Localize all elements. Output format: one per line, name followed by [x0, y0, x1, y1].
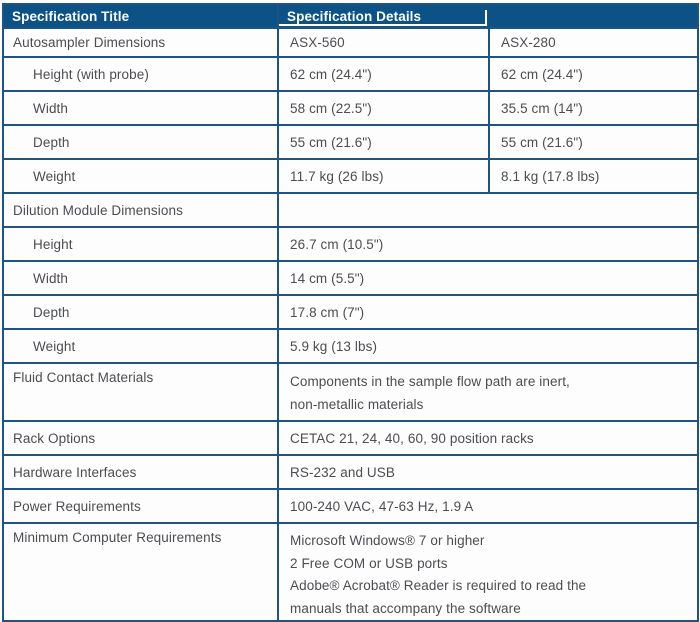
model-name-asx280: ASX-280 — [487, 27, 700, 58]
value-asx280-weight: 8.1 kg (17.8 lbs) — [487, 158, 700, 194]
value-dilution-width: 14 cm (5.5") — [276, 260, 700, 296]
value-fluid-contact-materials: Components in the sample flow path are i… — [276, 362, 700, 422]
value-dilution-depth: 17.8 cm (7") — [276, 294, 700, 330]
table-row-minimum-computer-requirements: Minimum Computer Requirements Microsoft … — [2, 522, 700, 622]
value-line: Adobe® Acrobat® Reader is required to re… — [290, 578, 587, 593]
table-row-autosampler-depth: Depth 55 cm (21.6") 55 cm (21.6") — [2, 124, 700, 160]
value-line: manuals that accompany the software — [290, 600, 521, 616]
value-line: non-metallic materials — [290, 397, 424, 412]
header-specification-details: Specification Details — [276, 3, 700, 29]
row-label-dilution-depth: Depth — [2, 294, 279, 330]
table-row-rack-options: Rack Options CETAC 21, 24, 40, 60, 90 po… — [2, 420, 700, 456]
table-row-dilution-module-dimensions: Dilution Module Dimensions — [2, 192, 700, 228]
value-line: 2 Free COM or USB ports — [290, 555, 448, 571]
value-asx280-height: 62 cm (24.4") — [487, 56, 700, 92]
section-label-dilution-module-dimensions: Dilution Module Dimensions — [2, 192, 279, 228]
row-label-rack-options: Rack Options — [2, 420, 279, 456]
value-rack-options: CETAC 21, 24, 40, 60, 90 position racks — [276, 420, 700, 456]
table-row-dilution-width: Width 14 cm (5.5") — [2, 260, 700, 296]
value-asx280-width: 35.5 cm (14") — [487, 90, 700, 126]
table-row-power-requirements: Power Requirements 100-240 VAC, 47-63 Hz… — [2, 488, 700, 524]
row-label-fluid-contact-materials: Fluid Contact Materials — [2, 362, 279, 422]
row-label-width: Width — [2, 90, 279, 126]
value-dilution-height: 26.7 cm (10.5") — [276, 226, 700, 262]
table-row-autosampler-dimensions: Autosampler Dimensions ASX-560 ASX-280 — [2, 27, 700, 58]
value-asx560-depth: 55 cm (21.6") — [277, 124, 490, 160]
row-label-power-requirements: Power Requirements — [2, 488, 279, 524]
value-line: Components in the sample flow path are i… — [290, 374, 570, 389]
row-label-height-with-probe: Height (with probe) — [2, 56, 279, 92]
table-header-row: Specification Title Specification Detail… — [2, 3, 700, 29]
value-asx560-width: 58 cm (22.5") — [277, 90, 490, 126]
value-hardware-interfaces: RS-232 and USB — [276, 454, 700, 490]
row-label-depth: Depth — [2, 124, 279, 160]
section-label-autosampler-dimensions: Autosampler Dimensions — [2, 27, 279, 58]
row-label-dilution-width: Width — [2, 260, 279, 296]
value-asx280-depth: 55 cm (21.6") — [487, 124, 700, 160]
value-asx560-weight: 11.7 kg (26 lbs) — [277, 158, 490, 194]
table-row-dilution-height: Height 26.7 cm (10.5") — [2, 226, 700, 262]
table-row-dilution-depth: Depth 17.8 cm (7") — [2, 294, 700, 330]
value-minimum-computer-requirements: Microsoft Windows® 7 or higher 2 Free CO… — [276, 522, 700, 622]
value-power-requirements: 100-240 VAC, 47-63 Hz, 1.9 A — [276, 488, 700, 524]
row-label-dilution-height: Height — [2, 226, 279, 262]
table-row-height-with-probe: Height (with probe) 62 cm (24.4") 62 cm … — [2, 56, 700, 92]
model-name-asx560: ASX-560 — [277, 27, 490, 58]
row-label-dilution-weight: Weight — [2, 328, 279, 364]
empty-details-cell — [276, 192, 700, 228]
value-asx560-height: 62 cm (24.4") — [277, 56, 490, 92]
table-row-autosampler-weight: Weight 11.7 kg (26 lbs) 8.1 kg (17.8 lbs… — [2, 158, 700, 194]
table-row-autosampler-width: Width 58 cm (22.5") 35.5 cm (14") — [2, 90, 700, 126]
header-specification-title: Specification Title — [2, 3, 279, 29]
value-dilution-weight: 5.9 kg (13 lbs) — [276, 328, 700, 364]
row-label-minimum-computer-requirements: Minimum Computer Requirements — [2, 522, 279, 622]
row-label-weight: Weight — [2, 158, 279, 194]
table-row-hardware-interfaces: Hardware Interfaces RS-232 and USB — [2, 454, 700, 490]
table-row-dilution-weight: Weight 5.9 kg (13 lbs) — [2, 328, 700, 364]
table-row-fluid-contact-materials: Fluid Contact Materials Components in th… — [2, 362, 700, 422]
row-label-hardware-interfaces: Hardware Interfaces — [2, 454, 279, 490]
specification-table: Specification Title Specification Detail… — [2, 3, 700, 622]
value-line: Microsoft Windows® 7 or higher — [290, 533, 485, 548]
